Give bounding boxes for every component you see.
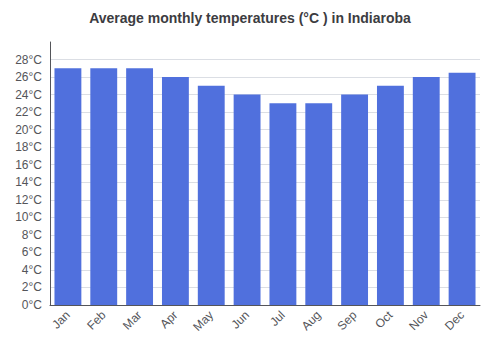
svg-text:12°C: 12°C [15,193,42,207]
svg-text:8°C: 8°C [22,228,42,242]
svg-text:10°C: 10°C [15,210,42,224]
svg-text:22°C: 22°C [15,105,42,119]
svg-text:6°C: 6°C [22,245,42,259]
svg-text:14°C: 14°C [15,175,42,189]
svg-text:Apr: Apr [157,308,180,331]
svg-text:Jan: Jan [49,308,73,332]
svg-text:Jul: Jul [267,308,288,329]
svg-text:0°C: 0°C [22,298,42,312]
svg-text:24°C: 24°C [15,88,42,102]
svg-text:Oct: Oct [372,308,396,332]
svg-text:Dec: Dec [442,308,467,333]
svg-text:Mar: Mar [120,308,145,332]
svg-text:4°C: 4°C [22,263,42,277]
svg-text:26°C: 26°C [15,70,42,84]
svg-text:2°C: 2°C [22,280,42,294]
svg-text:Average monthly temperatures (: Average monthly temperatures (°C ) in In… [89,10,411,26]
svg-text:16°C: 16°C [15,158,42,172]
svg-text:28°C: 28°C [15,53,42,67]
svg-text:May: May [190,308,216,334]
svg-text:Sep: Sep [335,308,360,333]
svg-text:Nov: Nov [406,308,431,333]
svg-text:Feb: Feb [84,308,109,333]
svg-text:Aug: Aug [299,308,324,333]
svg-text:Jun: Jun [228,308,252,332]
svg-text:18°C: 18°C [15,140,42,154]
svg-text:20°C: 20°C [15,123,42,137]
